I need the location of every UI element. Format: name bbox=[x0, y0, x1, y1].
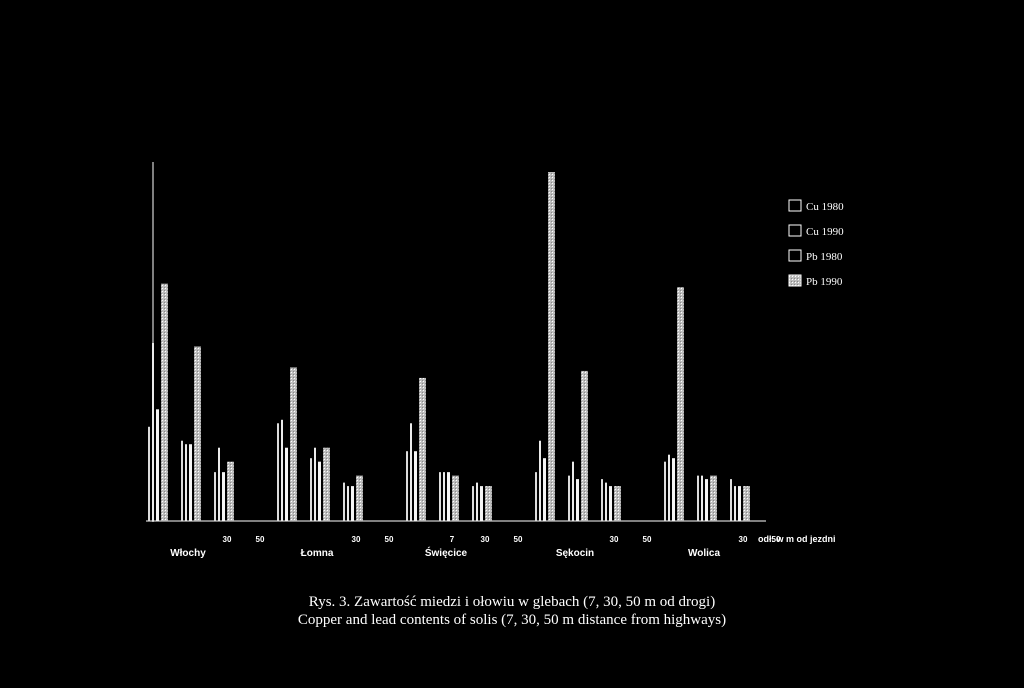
bar-cu-1980-group5-30m bbox=[697, 475, 699, 521]
bar-cu-1990-group1-50m bbox=[218, 447, 220, 521]
bar-cu-1990-group2-30m bbox=[314, 447, 316, 521]
bar-cu-1990-group2-50m bbox=[347, 486, 349, 521]
tick-label: 30 bbox=[481, 535, 490, 544]
legend-label: Cu 1980 bbox=[806, 201, 844, 213]
tick-label: 50 bbox=[256, 535, 265, 544]
bar-pb-1980-group1-30m bbox=[189, 444, 192, 521]
bar-cu-1980-group5-7m bbox=[664, 461, 666, 521]
bar-cu-1990-group2-7m bbox=[281, 419, 283, 521]
legend-item: Cu 1980 bbox=[788, 199, 844, 213]
bars-layer bbox=[148, 172, 750, 521]
bar-cu-1980-group3-7m bbox=[406, 451, 408, 521]
x-axis-label: odł. w m od jezdni bbox=[758, 534, 836, 544]
bar-cu-1990-group4-50m bbox=[605, 482, 607, 521]
group-label: Sękocin bbox=[556, 548, 594, 559]
bar-pb-1990-group5-7m bbox=[677, 287, 684, 521]
tick-label: 30 bbox=[223, 535, 232, 544]
bar-pb-1990-group1-30m bbox=[194, 346, 201, 521]
group-label: Święcice bbox=[425, 546, 468, 559]
bar-cu-1980-group4-30m bbox=[568, 475, 570, 521]
bar-cu-1990-group3-7m bbox=[410, 423, 412, 521]
legend-label: Cu 1990 bbox=[806, 226, 844, 238]
legend-label: Pb 1980 bbox=[806, 251, 843, 263]
bar-pb-1990-group4-50m bbox=[614, 486, 621, 521]
bar-pb-1980-group5-30m bbox=[705, 479, 708, 521]
bar-pb-1990-group2-7m bbox=[290, 367, 297, 521]
bar-pb-1990-group2-50m bbox=[356, 475, 363, 521]
bar-cu-1980-group2-30m bbox=[310, 458, 312, 521]
legend-item: Cu 1990 bbox=[788, 224, 844, 238]
legend: Cu 1980 Cu 1990 Pb 1980 Pb 1990 bbox=[788, 199, 844, 288]
bar-cu-1980-group5-50m bbox=[730, 479, 732, 521]
bar-cu-1990-group1-30m bbox=[185, 444, 187, 521]
bar-cu-1990-group5-50m bbox=[734, 486, 736, 521]
bar-cu-1980-group2-50m bbox=[343, 482, 345, 521]
figure-caption-polish: Rys. 3. Zawartość miedzi i ołowiu w gleb… bbox=[308, 594, 716, 610]
bar-pb-1990-group1-50m bbox=[227, 461, 234, 521]
bar-pb-1980-group3-7m bbox=[414, 451, 417, 521]
legend-swatch bbox=[788, 199, 802, 212]
bar-pb-1980-group2-7m bbox=[285, 447, 288, 521]
tick-label: 30 bbox=[352, 535, 361, 544]
tick-label: 30 bbox=[610, 535, 619, 544]
legend-item: Pb 1980 bbox=[788, 249, 843, 263]
tick-label: 30 bbox=[739, 535, 748, 544]
bar-cu-1980-group1-50m bbox=[214, 472, 216, 521]
bar-cu-1990-group4-7m bbox=[539, 440, 541, 521]
bar-cu-1990-group5-30m bbox=[701, 475, 703, 521]
bar-cu-1990-group3-30m bbox=[443, 472, 445, 521]
bar-pb-1980-group2-50m bbox=[351, 486, 354, 521]
bar-pb-1980-group3-50m bbox=[480, 486, 483, 521]
bar-pb-1980-group4-7m bbox=[543, 458, 546, 521]
bar-cu-1980-group4-50m bbox=[601, 479, 603, 521]
legend-swatch bbox=[788, 274, 802, 287]
bar-pb-1980-group5-7m bbox=[672, 458, 675, 521]
bar-pb-1980-group1-7m bbox=[156, 409, 159, 521]
bar-cu-1980-group3-50m bbox=[472, 486, 474, 521]
group-labels-layer: Włochy Łomna Święcice Sękocin Wolica bbox=[170, 546, 720, 559]
bar-cu-1990-group4-30m bbox=[572, 461, 574, 521]
bar-pb-1980-group3-30m bbox=[447, 472, 450, 521]
bar-pb-1990-group1-7m bbox=[161, 283, 168, 521]
bar-cu-1980-group4-7m bbox=[535, 472, 537, 521]
bar-pb-1990-group3-50m bbox=[485, 486, 492, 521]
bar-pb-1990-group2-30m bbox=[323, 447, 330, 521]
bar-pb-1990-group5-50m bbox=[743, 486, 750, 521]
tick-labels-layer: 30 50 30 50 7 30 50 30 50 30 50 bbox=[223, 535, 781, 544]
bar-pb-1980-group2-30m bbox=[318, 461, 321, 521]
group-label: Łomna bbox=[301, 548, 334, 559]
tick-label: 50 bbox=[385, 535, 394, 544]
bar-cu-1990-group3-50m bbox=[476, 482, 478, 521]
tick-label: 50 bbox=[772, 535, 781, 544]
bar-pb-1980-group4-30m bbox=[576, 479, 579, 521]
legend-label: Pb 1990 bbox=[806, 276, 843, 288]
bar-pb-1990-group3-30m bbox=[452, 475, 459, 521]
bar-pb-1980-group4-50m bbox=[609, 486, 612, 521]
bar-pb-1990-group4-30m bbox=[581, 370, 588, 521]
legend-swatch bbox=[788, 224, 802, 237]
bar-pb-1990-group5-30m bbox=[710, 475, 717, 521]
tick-label: 50 bbox=[514, 535, 523, 544]
figure-caption-english: Copper and lead contents of solis (7, 30… bbox=[297, 612, 727, 628]
chart: 30 50 30 50 7 30 50 30 50 30 50 Włochy Łomna Święcic… bbox=[146, 162, 844, 559]
bar-cu-1980-group1-7m bbox=[148, 426, 150, 521]
bar-pb-1980-group5-50m bbox=[738, 486, 741, 521]
bar-cu-1980-group2-7m bbox=[277, 423, 279, 521]
bar-cu-1990-group1-7m bbox=[152, 343, 154, 521]
bar-pb-1980-group1-50m bbox=[222, 472, 225, 521]
tick-label: 7 bbox=[450, 535, 455, 544]
bar-cu-1980-group1-30m bbox=[181, 440, 183, 521]
bar-cu-1990-group5-7m bbox=[668, 454, 670, 521]
legend-item: Pb 1990 bbox=[788, 274, 843, 288]
tick-label: 50 bbox=[643, 535, 652, 544]
bar-cu-1980-group3-30m bbox=[439, 472, 441, 521]
legend-swatch bbox=[788, 249, 802, 262]
group-label: Włochy bbox=[170, 548, 206, 559]
bar-pb-1990-group4-7m bbox=[548, 172, 555, 521]
bar-pb-1990-group3-7m bbox=[419, 377, 426, 521]
group-label: Wolica bbox=[688, 548, 720, 559]
